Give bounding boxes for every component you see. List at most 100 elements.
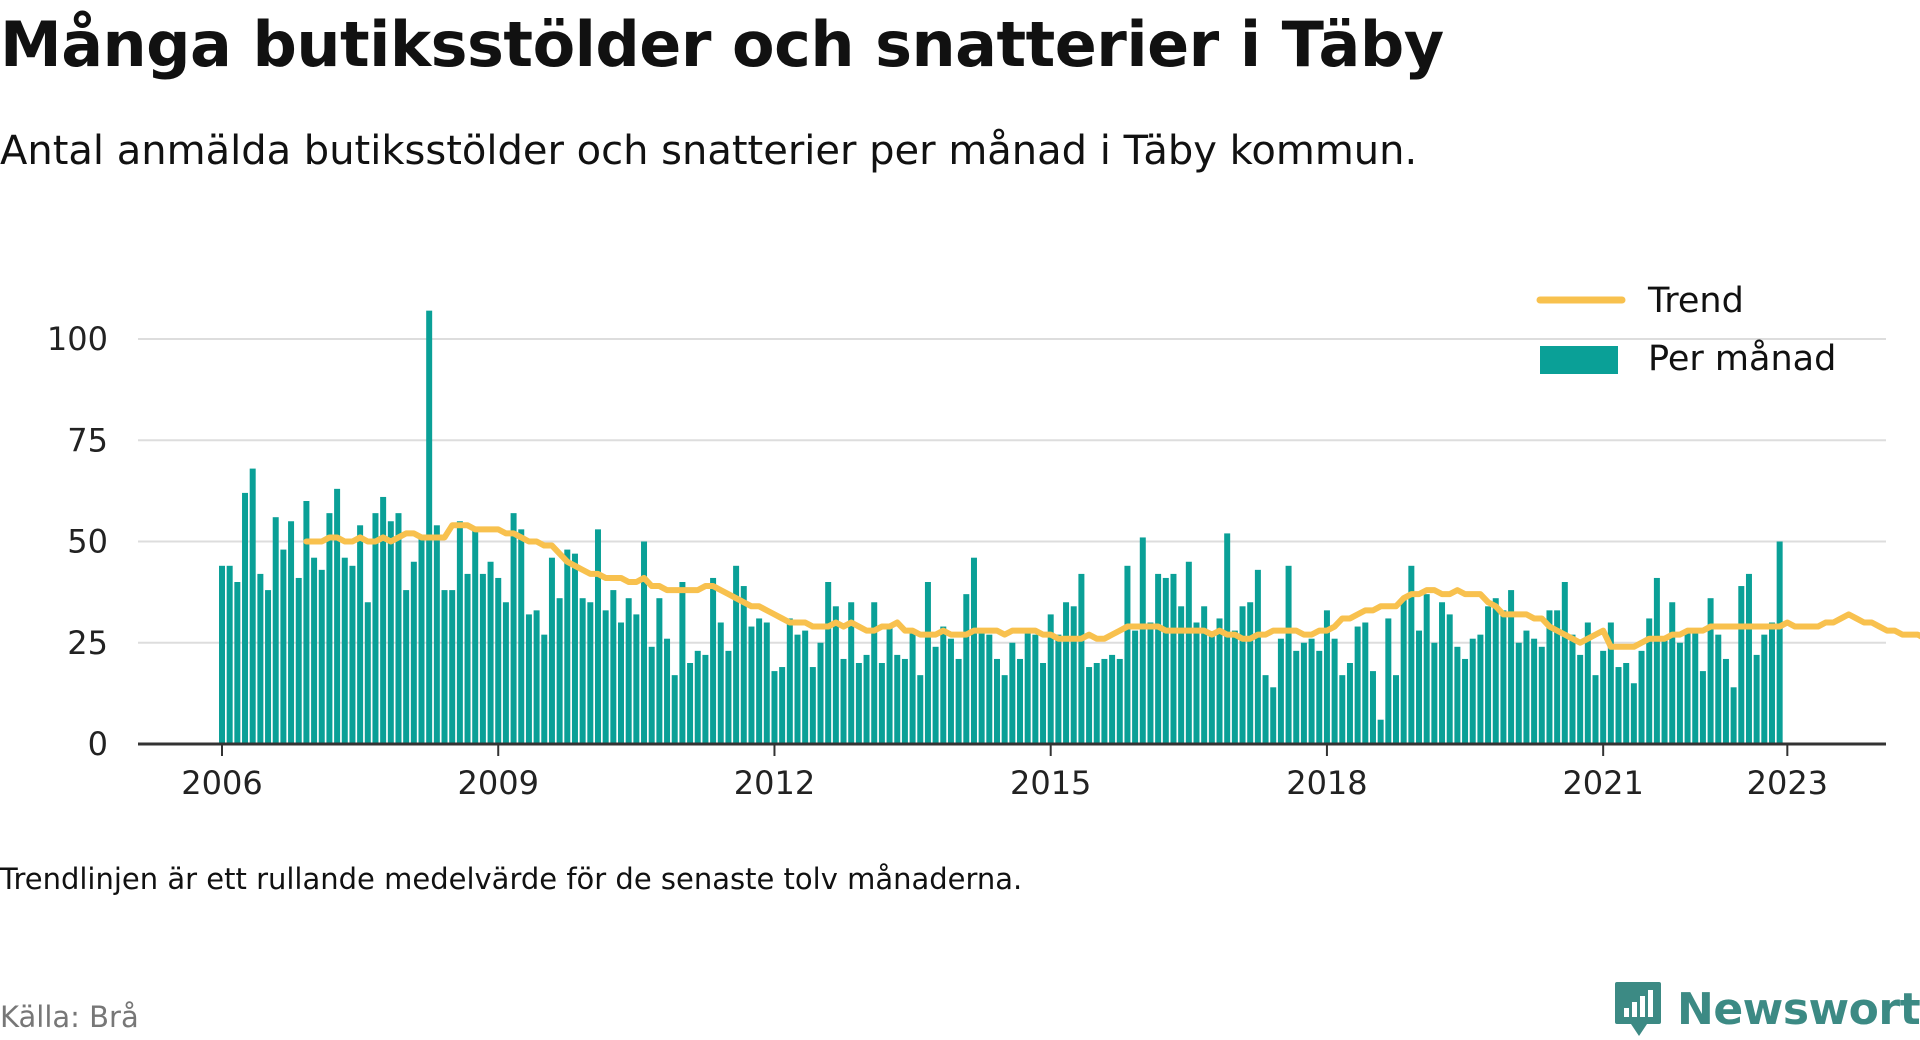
bar <box>1761 634 1768 744</box>
bar <box>947 638 954 744</box>
bar <box>1492 598 1499 744</box>
bar <box>472 529 479 744</box>
bar <box>633 614 640 744</box>
bar <box>1047 614 1054 744</box>
bar <box>525 614 532 744</box>
bar <box>426 310 433 744</box>
bar <box>1607 622 1614 744</box>
bar <box>863 654 870 744</box>
bar <box>894 654 901 744</box>
bar <box>802 630 809 744</box>
bar <box>1009 642 1016 744</box>
bar <box>1208 634 1215 744</box>
bar <box>909 630 916 744</box>
bar <box>1776 541 1783 744</box>
bar <box>625 598 632 744</box>
bar <box>280 549 287 744</box>
bar <box>380 496 387 744</box>
bar <box>1040 663 1047 744</box>
bar <box>1600 650 1607 744</box>
x-tick-label: 2018 <box>1286 764 1367 802</box>
chart-subtitle: Antal anmälda butiksstölder och snatteri… <box>0 128 1418 174</box>
brand-name: Newsworthy <box>1677 983 1920 1035</box>
bar <box>1270 687 1277 744</box>
bar <box>1508 590 1515 744</box>
bar <box>395 513 402 744</box>
bar <box>641 541 648 744</box>
brand-logo: Newsworthy <box>1613 980 1920 1038</box>
bar <box>1676 642 1683 744</box>
bar <box>1699 671 1706 744</box>
bar <box>433 525 440 744</box>
bar <box>1730 687 1737 744</box>
bar <box>257 573 264 744</box>
bar <box>1745 573 1752 744</box>
source-credit: Källa: Brå <box>0 1000 139 1034</box>
bar <box>779 667 786 744</box>
bar <box>1239 606 1246 744</box>
bar <box>1692 630 1699 744</box>
bar <box>1369 671 1376 744</box>
bar <box>441 590 448 744</box>
bar <box>303 501 310 744</box>
bar <box>518 529 525 744</box>
bar-series <box>219 310 1783 744</box>
bar <box>1538 646 1545 744</box>
y-axis-ticks: 0 25 50 75 100 <box>47 320 108 763</box>
bar <box>710 577 717 744</box>
bar <box>1653 577 1660 744</box>
bar <box>1124 565 1131 744</box>
bar <box>1070 606 1077 744</box>
bar <box>1469 638 1476 744</box>
bar <box>334 488 341 744</box>
bar <box>702 654 709 744</box>
bar <box>533 610 540 744</box>
bar <box>556 598 563 744</box>
bar <box>794 634 801 744</box>
bar <box>1339 675 1346 744</box>
bar <box>487 561 494 744</box>
bar <box>418 537 425 744</box>
bar <box>1323 610 1330 744</box>
bar <box>1362 622 1369 744</box>
bar <box>502 602 509 744</box>
bar <box>226 565 233 744</box>
bar <box>1707 598 1714 744</box>
x-tick-label: 2006 <box>181 764 262 802</box>
bar <box>1485 606 1492 744</box>
x-tick-label: 2021 <box>1562 764 1643 802</box>
bar <box>1462 658 1469 744</box>
x-tick-label: 2023 <box>1747 764 1828 802</box>
bar <box>1569 634 1576 744</box>
legend-bar-label: Per månad <box>1648 338 1836 379</box>
bar <box>464 573 471 744</box>
bar <box>1231 630 1238 744</box>
bar <box>809 667 816 744</box>
bar <box>848 602 855 744</box>
bar <box>1055 634 1062 744</box>
bar <box>878 663 885 744</box>
bar <box>1439 602 1446 744</box>
bar <box>1331 638 1338 744</box>
bar <box>587 602 594 744</box>
bar <box>341 557 348 744</box>
bar <box>1032 634 1039 744</box>
bar <box>840 658 847 744</box>
bar <box>318 569 325 744</box>
bar <box>978 630 985 744</box>
bar <box>1147 622 1154 744</box>
bar <box>725 650 732 744</box>
bar <box>1408 565 1415 744</box>
bar <box>1132 630 1139 744</box>
bar <box>756 618 763 744</box>
legend-bar-swatch <box>1540 346 1618 374</box>
bar <box>1431 642 1438 744</box>
bar <box>548 557 555 744</box>
bar <box>1515 642 1522 744</box>
bar <box>664 638 671 744</box>
bar <box>763 622 770 744</box>
bar <box>817 642 824 744</box>
bar <box>1738 586 1745 744</box>
bar <box>1584 622 1591 744</box>
